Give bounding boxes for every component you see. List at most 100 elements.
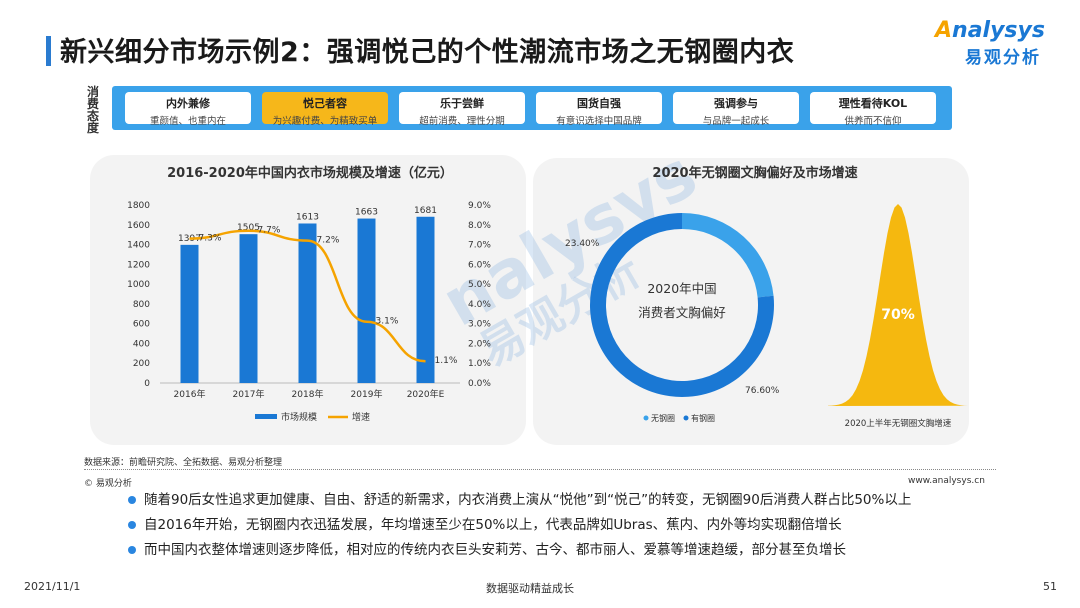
x-tick-label: 2017年	[233, 388, 265, 400]
donut-center-label-line2: 消费者文胸偏好	[638, 305, 726, 320]
logo-text-cn: 易观分析	[965, 48, 1041, 68]
x-tick-label: 2018年	[292, 388, 324, 400]
y-right-tick-label: 2.0%	[468, 339, 491, 349]
attitude-card: 悦己者容为兴趣付费、为精致买单	[262, 92, 388, 127]
y-right-tick-label: 4.0%	[468, 300, 491, 310]
attitude-card-desc: 与品牌一起成长	[702, 116, 770, 127]
logo-text-en: nalysys	[952, 18, 1045, 43]
y-right-tick-label: 1.0%	[468, 359, 491, 369]
footer-slogan: 数据驱动精益成长	[486, 582, 574, 595]
y-right-tick-label: 7.0%	[468, 241, 491, 251]
y-left-tick-label: 400	[133, 339, 150, 349]
attitude-card: 内外兼修重颜值、也重内在	[125, 92, 251, 127]
growth-bell-chart: 70% 2020上半年无钢圈文胸增速	[828, 204, 968, 429]
bullet-dot-icon	[128, 521, 136, 529]
bar-line-chart: 0 200 400 600 800 1000 1200 1400 1600 1800 0.0% 1.0…	[127, 201, 491, 423]
legend-label: 无钢圈	[651, 413, 675, 423]
attitude-card: 强调参与与品牌一起成长	[673, 92, 799, 127]
bar-value-label: 1613	[296, 212, 319, 222]
divider	[84, 469, 996, 470]
y-left-tick-label: 1200	[127, 260, 150, 270]
attitude-card: 理性看待KOL 供养而不信仰	[810, 92, 936, 127]
attitude-card-desc: 重颜值、也重内在	[149, 116, 226, 127]
attitude-card-desc: 有意识选择中国品牌	[556, 116, 642, 127]
legend-label: 有钢圈	[691, 413, 715, 423]
attitude-card-title: 国货自强	[577, 97, 621, 110]
legend-bar-label: 市场规模	[281, 411, 317, 423]
y-left-tick-label: 1000	[127, 280, 150, 290]
website: www.analysys.cn	[908, 476, 985, 486]
title-accent-bar	[46, 36, 51, 66]
bullet-1: 随着90后女性追求更加健康、自由、舒适的新需求，内衣消费上演从“悦他”到“悦己”…	[128, 488, 911, 508]
legend-dot	[683, 415, 689, 421]
y-right-tick-label: 6.0%	[468, 260, 491, 270]
x-tick-label: 2020年E	[407, 388, 445, 400]
x-tick-label: 2019年	[351, 388, 383, 400]
legend-line-label: 增速	[352, 411, 370, 423]
attitude-card-desc: 超前消费、理性分期	[419, 116, 505, 127]
y-left-tick-label: 1600	[127, 221, 150, 231]
donut-slice	[682, 213, 774, 298]
attitude-card-title: 强调参与	[714, 97, 758, 110]
line-value-label: 3.1%	[376, 317, 399, 327]
bullet-2: 自2016年开始，无钢圈内衣迅猛发展，年均增速至少在50%以上，代表品牌如Ubr…	[128, 513, 842, 533]
donut-center-label-line1: 2020年中国	[647, 281, 716, 296]
attitude-card-title: 理性看待KOL	[838, 97, 908, 110]
bullet-1-text: 随着90后女性追求更加健康、自由、舒适的新需求，内衣消费上演从“悦他”到“悦己”…	[144, 492, 912, 508]
legend-bar-swatch	[255, 414, 277, 419]
attitude-card: 乐于尝鲜超前消费、理性分期	[399, 92, 525, 127]
logo-a-mark: A	[935, 18, 953, 43]
line-value-label: 1.1%	[435, 356, 458, 366]
attitude-card-title: 悦己者容	[303, 97, 347, 110]
attitude-card-desc: 为兴趣付费、为精致买单	[272, 116, 378, 127]
y-left-tick-label: 0	[144, 379, 150, 389]
slice-label: 23.40%	[565, 239, 600, 249]
bar-value-label: 1663	[355, 208, 378, 218]
page-number: 51	[1043, 580, 1057, 593]
y-right-tick-label: 0.0%	[468, 379, 491, 389]
line-value-label: 7.2%	[317, 236, 340, 246]
line-value-label: 7.7%	[258, 226, 281, 236]
x-tick-label: 2016年	[174, 388, 206, 400]
bullet-dot-icon	[128, 496, 136, 504]
attitude-card-title: 内外兼修	[166, 97, 210, 110]
legend-dot	[643, 415, 649, 421]
growth-value-label: 70%	[881, 307, 915, 323]
bar	[239, 234, 258, 383]
data-source: 数据来源：前瞻研究院、全拓数据、易观分析整理	[84, 458, 283, 468]
bar	[180, 244, 199, 383]
bar	[416, 216, 435, 383]
attitude-card-desc: 供养而不信仰	[844, 116, 902, 127]
bar-chart-title: 2016-2020年中国内衣市场规模及增速（亿元）	[167, 165, 453, 181]
y-right-tick-label: 3.0%	[468, 320, 491, 330]
bullet-3: 而中国内衣整体增速则逐步降低，相对应的传统内衣巨头安莉芳、古今、都市丽人、爱慕等…	[128, 538, 846, 558]
growth-bell-shape	[828, 204, 968, 406]
y-left-tick-label: 1800	[127, 201, 150, 211]
bar-value-label: 1505	[237, 223, 260, 233]
bullet-3-text: 而中国内衣整体增速则逐步降低，相对应的传统内衣巨头安莉芳、古今、都市丽人、爱慕等…	[144, 542, 846, 558]
bar-value-label: 1681	[414, 206, 437, 216]
bar	[298, 223, 317, 383]
y-right-tick-label: 5.0%	[468, 280, 491, 290]
y-right-tick-label: 8.0%	[468, 221, 491, 231]
y-right-tick-label: 9.0%	[468, 201, 491, 211]
y-left-tick-label: 600	[133, 320, 150, 330]
bullet-2-text: 自2016年开始，无钢圈内衣迅猛发展，年均增速至少在50%以上，代表品牌如Ubr…	[144, 517, 842, 533]
page-title: 新兴细分市场示例2：强调悦己的个性潮流市场之无钢圈内衣	[60, 37, 795, 68]
copyright: © 易观分析	[84, 479, 132, 489]
y-left-tick-label: 1400	[127, 241, 150, 251]
analysys-logo: Analysys 易观分析	[935, 18, 1060, 70]
donut-chart-title: 2020年无钢圈文胸偏好及市场增速	[652, 165, 857, 181]
bullet-dot-icon	[128, 546, 136, 554]
growth-caption: 2020上半年无钢圈文胸增速	[845, 418, 952, 429]
growth-line	[189, 229, 426, 363]
bar	[357, 218, 376, 383]
y-left-tick-label: 800	[133, 300, 150, 310]
attitude-card: 国货自强有意识选择中国品牌	[536, 92, 662, 127]
footer-date: 2021/11/1	[24, 580, 81, 593]
line-value-label: 7.3%	[199, 234, 222, 244]
y-left-tick-label: 200	[133, 359, 150, 369]
attitude-card-title: 乐于尝鲜	[440, 97, 484, 110]
